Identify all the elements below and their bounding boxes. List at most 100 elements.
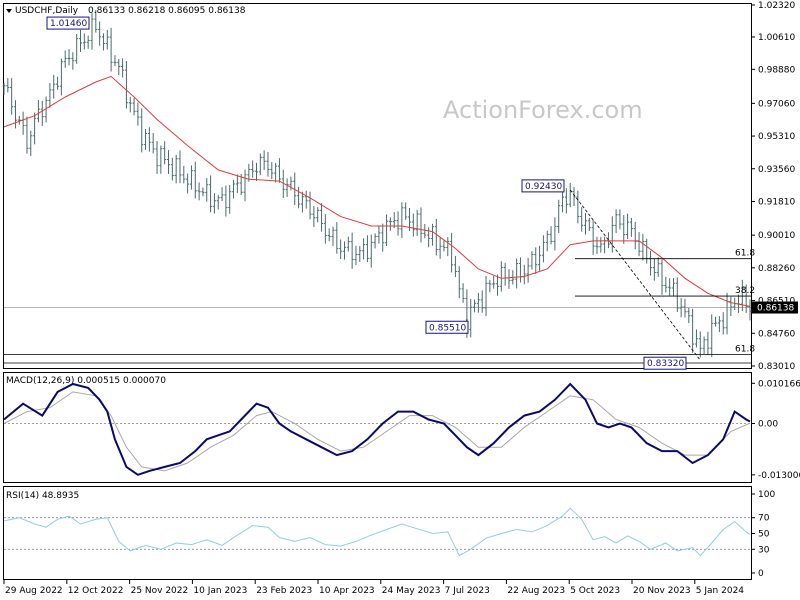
candle-bar xyxy=(128,96,132,113)
candle-bar xyxy=(381,223,385,252)
candle-bar xyxy=(568,182,572,208)
candle-bar xyxy=(212,193,216,214)
candle-bar xyxy=(668,278,672,296)
candle-bar xyxy=(232,179,236,199)
candle-bar xyxy=(86,35,90,49)
candle-bar xyxy=(503,262,507,286)
candle-bar xyxy=(710,314,714,358)
swing-price-labels: 1.01460 0.85510 0.92430 0.83320 xyxy=(46,16,687,370)
time-tick-label: 22 Aug 2023 xyxy=(507,586,565,596)
candle-bar xyxy=(75,34,79,64)
candle-bar xyxy=(541,235,545,263)
candle-bar xyxy=(423,223,427,239)
candle-bar xyxy=(411,213,415,237)
candle-bar xyxy=(186,173,190,194)
candle-bar xyxy=(385,214,389,246)
rsi-line xyxy=(3,507,751,557)
time-tick-label: 12 Oct 2022 xyxy=(68,586,124,596)
candle-bar xyxy=(327,228,331,242)
candle-bar xyxy=(362,238,366,260)
time-tick-label: 29 Aug 2022 xyxy=(5,586,63,596)
fib-level-label: 38.2 xyxy=(735,286,755,296)
candle-bar xyxy=(339,239,343,260)
rsi-axis: 100 70 50 30 0 xyxy=(751,490,775,579)
candle-bar xyxy=(33,112,37,145)
candle-bar xyxy=(277,158,281,183)
candle-bar xyxy=(369,234,373,268)
candle-bar xyxy=(415,209,419,237)
candle-bar xyxy=(335,222,339,254)
candle-bar xyxy=(79,29,83,52)
candle-bar xyxy=(614,209,618,234)
macd-tick-label: -0.013006 xyxy=(758,471,800,481)
candle-bar xyxy=(136,102,140,126)
candle-bar xyxy=(101,33,105,51)
candle-bar xyxy=(469,298,473,338)
candle-bar xyxy=(496,274,500,296)
candle-bar xyxy=(13,100,17,129)
candle-bar xyxy=(350,232,354,269)
candle-bar xyxy=(197,182,201,201)
candle-bar xyxy=(10,78,14,115)
candle-bar xyxy=(595,236,599,255)
candle-bar xyxy=(17,115,21,125)
candle-bar xyxy=(388,217,392,231)
rsi-tick-label: 0 xyxy=(758,569,764,579)
rsi-level-lines xyxy=(4,517,751,550)
time-tick-label: 10 Apr 2023 xyxy=(319,586,375,596)
price-tick-label: 1.00610 xyxy=(758,33,795,43)
candle-bar xyxy=(25,116,29,154)
candlestick-series xyxy=(2,9,752,358)
candle-bar xyxy=(419,207,423,243)
macd-panel: 0.010166 0.00 -0.013006 MACD(12,26,9) 0.00… xyxy=(3,372,800,483)
time-tick-label: 20 Nov 2023 xyxy=(633,586,691,596)
time-axis: 29 Aug 2022 12 Oct 2022 25 Nov 2022 10 Jan … xyxy=(3,580,744,596)
candle-bar xyxy=(159,145,163,174)
price-panel-header: USDCHF,Daily 0.86133 0.86218 0.86095 0.8… xyxy=(6,6,246,16)
candle-bar xyxy=(308,191,312,220)
candle-bar xyxy=(717,316,721,333)
candle-bar xyxy=(21,111,25,135)
candle-bar xyxy=(205,178,209,202)
candle-bar xyxy=(247,163,251,182)
macd-main-line xyxy=(3,382,751,476)
candle-bar xyxy=(209,175,213,213)
candle-bar xyxy=(56,76,60,90)
candle-bar xyxy=(29,130,33,156)
swing-label: 0.85510 xyxy=(425,320,469,334)
candle-bar xyxy=(656,257,660,277)
candle-bar xyxy=(522,264,526,285)
price-tick-label: 0.84760 xyxy=(758,329,795,339)
candle-bar xyxy=(587,217,591,232)
candle-bar xyxy=(492,275,496,289)
candle-bar xyxy=(453,255,457,277)
price-panel: ActionForex.com 61.8 38.2 61.8 1.01460 0.85… xyxy=(2,1,798,372)
candle-bar xyxy=(304,190,308,209)
candle-bar xyxy=(132,98,136,116)
candle-bar xyxy=(121,58,125,78)
candle-bar xyxy=(629,217,633,237)
price-tick-label: 0.91810 xyxy=(758,197,795,207)
candle-bar xyxy=(664,276,668,293)
candle-bar xyxy=(243,169,247,202)
candle-bar xyxy=(342,241,346,260)
candle-bar xyxy=(170,157,174,181)
candle-bar xyxy=(480,290,484,313)
collapse-triangle-icon[interactable] xyxy=(6,9,12,13)
candle-bar xyxy=(90,13,94,50)
candle-bar xyxy=(140,108,144,153)
rsi-tick-label: 70 xyxy=(758,514,770,524)
candle-bar xyxy=(652,258,656,281)
candle-bar xyxy=(729,296,733,316)
candle-bar xyxy=(67,49,71,66)
price-tick-label: 0.98880 xyxy=(758,65,795,75)
candle-bar xyxy=(147,127,151,152)
candle-bar xyxy=(358,246,362,263)
candle-bar xyxy=(637,232,641,257)
candle-bar xyxy=(603,236,607,254)
price-tick-label: 0.83010 xyxy=(758,362,795,372)
candle-bar xyxy=(151,133,155,154)
time-tick-label: 5 Jan 2024 xyxy=(696,586,744,596)
candle-bar xyxy=(583,212,587,235)
time-tick-label: 7 Jul 2023 xyxy=(445,586,490,596)
